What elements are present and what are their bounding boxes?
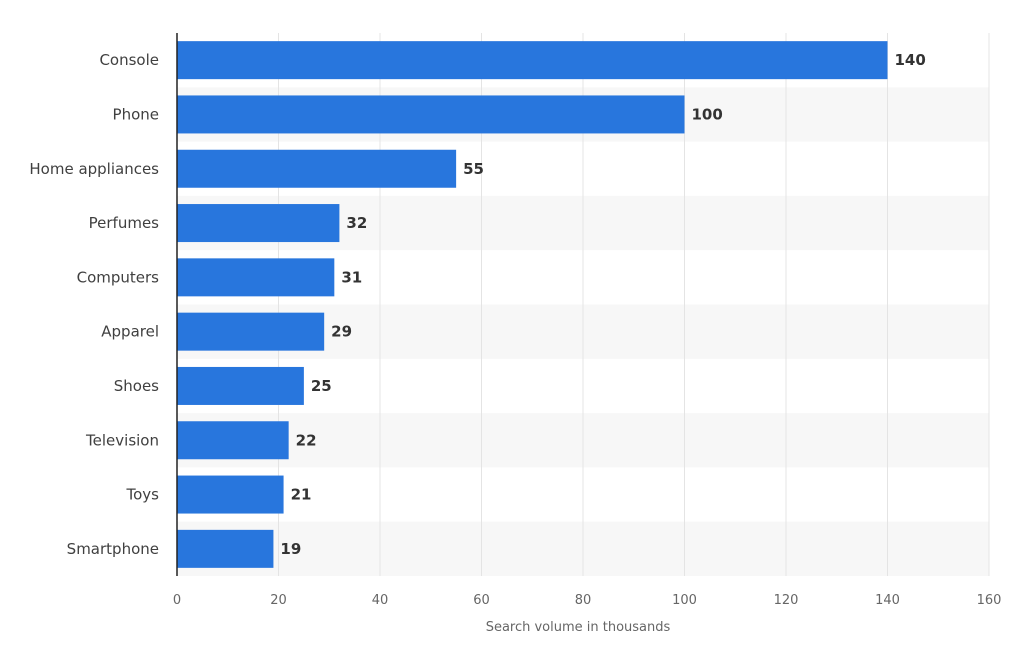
bar bbox=[177, 204, 340, 243]
category-label: Television bbox=[85, 431, 159, 449]
bars bbox=[177, 41, 888, 568]
category-label: Console bbox=[99, 51, 159, 69]
value-label: 32 bbox=[346, 214, 367, 232]
bar bbox=[177, 312, 325, 351]
x-tick-label: 40 bbox=[372, 593, 389, 608]
value-labels: 140 100 55 32 31 29 25 22 21 19 bbox=[280, 51, 925, 558]
x-tick-label: 80 bbox=[575, 593, 592, 608]
value-label: 22 bbox=[296, 431, 317, 449]
category-label: Apparel bbox=[101, 323, 159, 341]
x-axis-title: Search volume in thousands bbox=[486, 620, 671, 635]
category-label: Home appliances bbox=[29, 160, 159, 178]
value-label: 19 bbox=[280, 540, 301, 558]
category-label: Smartphone bbox=[67, 540, 159, 558]
bar bbox=[177, 366, 304, 405]
bar bbox=[177, 421, 289, 460]
category-label: Perfumes bbox=[89, 214, 160, 232]
x-tick-label: 0 bbox=[173, 593, 181, 608]
category-label: Phone bbox=[113, 105, 159, 123]
x-tick-label: 120 bbox=[774, 593, 799, 608]
value-label: 55 bbox=[463, 160, 484, 178]
bar bbox=[177, 529, 274, 568]
bar bbox=[177, 149, 457, 188]
x-tick-label: 20 bbox=[270, 593, 287, 608]
value-label: 31 bbox=[341, 268, 362, 286]
bar bbox=[177, 258, 335, 297]
category-label: Computers bbox=[77, 268, 160, 286]
x-tick-label: 160 bbox=[977, 593, 1002, 608]
value-label: 140 bbox=[895, 51, 926, 69]
value-label: 21 bbox=[291, 486, 312, 504]
bar bbox=[177, 475, 284, 514]
x-tick-label: 60 bbox=[473, 593, 490, 608]
x-tick-labels: 0 20 40 60 80 100 120 140 160 bbox=[173, 593, 1002, 608]
category-labels: Console Phone Home appliances Perfumes Compu… bbox=[29, 51, 159, 558]
value-label: 29 bbox=[331, 323, 352, 341]
x-tick-label: 100 bbox=[672, 593, 697, 608]
bar bbox=[177, 41, 888, 80]
bar bbox=[177, 95, 685, 134]
x-tick-label: 140 bbox=[875, 593, 900, 608]
value-label: 100 bbox=[692, 105, 723, 123]
category-label: Shoes bbox=[114, 377, 159, 395]
category-label: Toys bbox=[126, 486, 160, 504]
value-label: 25 bbox=[311, 377, 332, 395]
